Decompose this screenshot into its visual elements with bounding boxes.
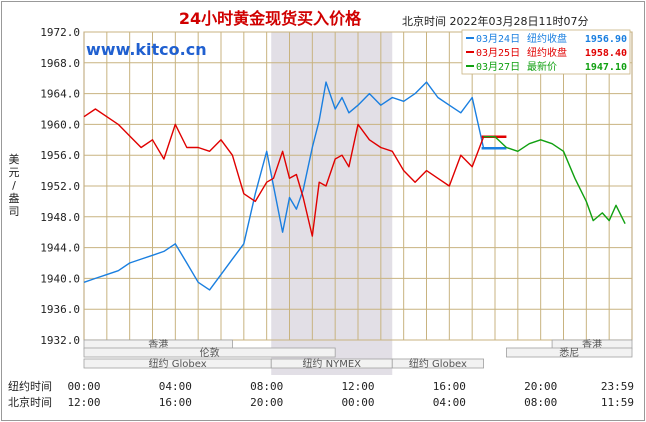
x-tick-label: 20:00 xyxy=(524,380,557,393)
y-axis-label-char: / xyxy=(12,179,16,192)
market-bar xyxy=(391,358,484,369)
legend-value: 1958.40 xyxy=(585,48,627,59)
chart-title: 24小时黄金现货买入价格 xyxy=(179,9,362,28)
x-tick-label: 00:00 xyxy=(341,396,374,409)
y-tick-label: 1964.0 xyxy=(40,88,80,101)
legend-value: 1947.10 xyxy=(585,62,627,73)
y-tick-label: 1944.0 xyxy=(40,242,80,255)
market-label: 悉尼 xyxy=(559,347,579,359)
x-tick-label: 20:00 xyxy=(250,396,283,409)
market-bar xyxy=(83,347,336,358)
y-tick-label: 1940.0 xyxy=(40,272,80,285)
x-tick-label: 04:00 xyxy=(433,396,466,409)
y-axis-label-char: 盎 xyxy=(9,191,20,205)
y-tick-label: 1956.0 xyxy=(40,149,80,162)
x-tick-label: 16:00 xyxy=(159,396,192,409)
y-tick-labels: 1972.0 1968.0 1964.0 1960.0 1956.0 1952.0 1948… xyxy=(40,26,80,347)
y-axis-label-char: 元 xyxy=(9,166,20,179)
legend-value: 1956.90 xyxy=(585,34,627,45)
y-tick-label: 1968.0 xyxy=(40,57,80,70)
x-tick-label: 04:00 xyxy=(159,380,192,393)
market-label: 纽约 NYMEX xyxy=(302,357,361,370)
market-label: 纽约 Globex xyxy=(409,357,467,370)
market-label: 纽约 Globex xyxy=(149,357,207,370)
y-tick-label: 1960.0 xyxy=(40,118,80,131)
x-tick-label: 08:00 xyxy=(524,396,557,409)
x-tick-label: 12:00 xyxy=(341,380,374,393)
x-tick-label: 00:00 xyxy=(67,380,100,393)
series-layer xyxy=(83,81,626,291)
y-axis-label-char: 美 xyxy=(9,153,20,166)
x-tick-label: 11:59 xyxy=(601,396,634,409)
y-tick-label: 1948.0 xyxy=(40,211,80,224)
watermark: www.kitco.cn xyxy=(86,40,207,59)
legend-date: 03月24日 xyxy=(476,33,520,45)
y-tick-label: 1936.0 xyxy=(40,303,80,316)
legend-label: 纽约收盘 xyxy=(527,46,567,59)
legend: 03月24日 纽约收盘 1956.90 03月25日 纽约收盘 1958.40 03月27日… xyxy=(461,29,631,75)
y-tick-label: 1932.0 xyxy=(40,334,80,347)
y-axis-label-char: 司 xyxy=(9,205,20,218)
y-axis-label: 美元/盎司 xyxy=(9,153,20,218)
series-line-1 xyxy=(83,81,485,291)
x-axis-row-label: 纽约时间 xyxy=(8,379,52,393)
x-axis-row-label: 北京时间 xyxy=(8,395,52,409)
legend-box xyxy=(461,29,631,75)
legend-label: 最新价 xyxy=(527,60,557,73)
ny-session-shade xyxy=(271,32,393,375)
series-line-2 xyxy=(83,108,485,237)
market-bar xyxy=(506,347,633,358)
x-tick-label: 16:00 xyxy=(433,380,466,393)
legend-label: 纽约收盘 xyxy=(527,32,567,45)
x-axis-labels: 纽约时间 00:00 04:00 08:00 12:00 16:00 20:00 23:59 北… xyxy=(8,379,634,409)
x-tick-label: 08:00 xyxy=(250,380,283,393)
series-line-3 xyxy=(483,135,626,225)
x-tick-label: 12:00 xyxy=(67,396,100,409)
legend-date: 03月27日 xyxy=(476,61,520,73)
x-tick-label: 23:59 xyxy=(601,380,634,393)
y-tick-label: 1952.0 xyxy=(40,180,80,193)
legend-date: 03月25日 xyxy=(476,47,520,59)
y-tick-label: 1972.0 xyxy=(40,26,80,39)
market-label: 伦敦 xyxy=(200,346,220,359)
datetime-label: 北京时间 2022年03月28日11时07分 xyxy=(402,14,588,28)
